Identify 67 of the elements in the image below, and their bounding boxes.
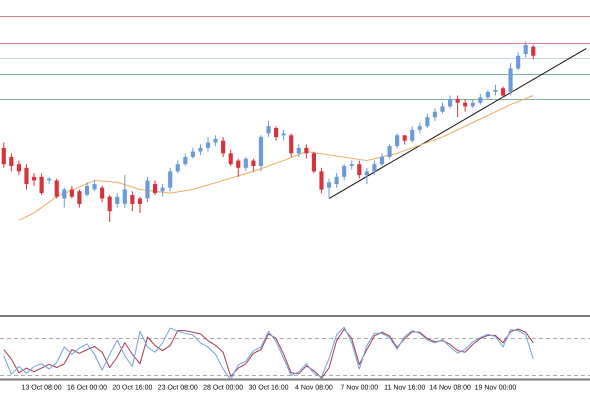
candlestick: [463, 98, 468, 112]
candlestick: [54, 178, 59, 200]
candlestick: [32, 172, 36, 186]
candlestick: [334, 172, 339, 188]
candlestick: [244, 156, 248, 172]
candlestick: [372, 160, 377, 176]
candlestick: [2, 142, 6, 168]
candlestick: [9, 152, 14, 172]
candlestick: [304, 144, 308, 160]
candlestick: [486, 90, 490, 100]
candlestick: [190, 147, 195, 160]
candlestick: [418, 122, 422, 134]
candlestick: [206, 136, 210, 152]
candlestick: [395, 132, 400, 148]
candlestick: [168, 167, 172, 192]
candlestick: [357, 160, 362, 180]
candlestick: [70, 185, 74, 200]
candlestick: [478, 93, 482, 106]
candlestick: [410, 126, 414, 143]
candlestick: [213, 134, 218, 147]
candlestick: [236, 158, 240, 178]
candlestick: [312, 151, 316, 174]
candlestick: [350, 160, 354, 170]
candlestick: [296, 144, 301, 158]
candlestick: [493, 84, 498, 96]
candlestick: [364, 167, 369, 185]
candlestick: [92, 180, 97, 192]
candlestick: [24, 164, 29, 190]
candlestick: [130, 190, 134, 212]
candlestick: [266, 120, 271, 138]
candlestick: [122, 174, 127, 208]
candlestick: [115, 192, 120, 208]
candlestick: [152, 180, 158, 196]
candlestick: [221, 136, 226, 158]
candlestick: [176, 160, 180, 174]
candlestick: [16, 160, 21, 176]
candlestick: [524, 40, 528, 58]
candlestick: [425, 113, 430, 129]
candlestick: [289, 132, 294, 158]
candlestick: [380, 152, 384, 166]
candlestick: [100, 185, 104, 203]
candlestick: [342, 164, 346, 181]
candlestick: [40, 172, 44, 196]
candlestick: [228, 149, 233, 166]
candlestick: [274, 126, 278, 142]
candlestick: [387, 144, 392, 160]
candlestick: [62, 187, 66, 208]
candlestick: [77, 188, 82, 208]
candlestick: [326, 178, 332, 200]
candlestick: [84, 182, 90, 198]
candlestick: [138, 196, 142, 214]
candlestick: [198, 144, 203, 156]
candlestick: [183, 152, 188, 166]
candlestick: [456, 95, 460, 118]
candlestick: [251, 158, 256, 172]
candlestick: [508, 62, 513, 96]
candlestick: [319, 167, 324, 194]
candlestick: [531, 44, 536, 60]
candlestick: [145, 176, 150, 203]
candlestick: [500, 86, 506, 98]
candlestick: [108, 194, 112, 222]
candlestick: [516, 52, 520, 71]
candlestick: [282, 129, 286, 142]
candlestick: [160, 184, 165, 198]
candlestick: [440, 102, 445, 114]
candlestick: [470, 98, 475, 109]
candlestick: [448, 95, 452, 109]
